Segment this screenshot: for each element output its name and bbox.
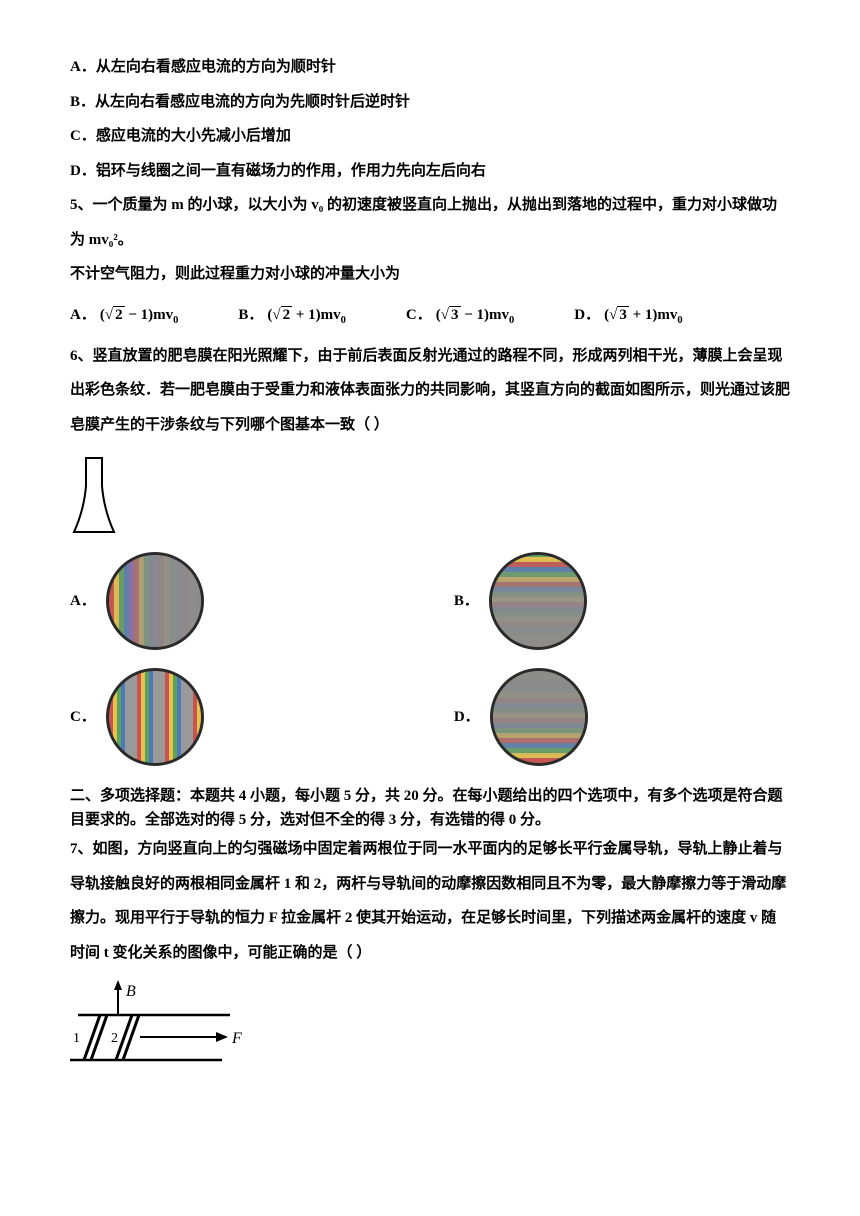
q6-image-d xyxy=(490,668,588,766)
q5-stem-line1: 5、一个质量为 m 的小球，以大小为 v₀ 的初速度被竖直向上抛出，从抛出到落地… xyxy=(70,188,790,257)
q6-label-c: C． xyxy=(70,700,96,735)
q5-opt-a-label: A． xyxy=(70,298,96,333)
bar-1-label: 1 xyxy=(73,1031,80,1046)
q7-diagram: B F 1 2 xyxy=(70,980,790,1094)
q5-opt-c-formula: (3 − 1)mv0 xyxy=(436,298,515,333)
q6-option-c: C． xyxy=(70,668,204,766)
q6-row-1: A． B． xyxy=(70,552,790,650)
q4-option-c: C．感应电流的大小先减小后增加 xyxy=(70,119,790,154)
q6-option-b: B． xyxy=(454,552,587,650)
q4-option-a: A．从左向右看感应电流的方向为顺时针 xyxy=(70,50,790,85)
q6-label-d: D． xyxy=(454,700,480,735)
q6-option-a: A． xyxy=(70,552,204,650)
q5-opt-b-formula: (2 + 1)mv0 xyxy=(267,298,346,333)
q4-option-b: B．从左向右看感应电流的方向为先顺时针后逆时针 xyxy=(70,85,790,120)
q6-image-c xyxy=(106,668,204,766)
q5-opt-a-formula: (2 − 1)mv0 xyxy=(100,298,179,333)
q6-image-a xyxy=(106,552,204,650)
q5-opt-c-label: C． xyxy=(406,298,432,333)
q6-label-a: A． xyxy=(70,584,96,619)
q5-option-d: D． (3 + 1)mv0 xyxy=(574,298,682,333)
q5-opt-b-label: B． xyxy=(238,298,263,333)
q6-option-d: D． xyxy=(454,668,588,766)
q5-option-a: A． (2 − 1)mv0 xyxy=(70,298,178,333)
q5-opt-d-formula: (3 + 1)mv0 xyxy=(604,298,683,333)
section-2-header: 二、多项选择题：本题共 4 小题，每小题 5 分，共 20 分。在每小题给出的四… xyxy=(70,784,790,832)
q6-cross-section-diagram xyxy=(70,456,790,534)
q4-option-d: D．铝环与线圈之间一直有磁场力的作用，作用力先向左后向右 xyxy=(70,154,790,189)
q5-stem-line2: 不计空气阻力，则此过程重力对小球的冲量大小为 xyxy=(70,257,790,292)
b-field-label: B xyxy=(126,983,136,1000)
q7-stem: 7、如图，方向竖直向上的匀强磁场中固定着两根位于同一水平面内的足够长平行金属导轨… xyxy=(70,832,790,970)
q6-stem: 6、竖直放置的肥皂膜在阳光照耀下，由于前后表面反射光通过的路程不同，形成两列相干… xyxy=(70,339,790,443)
q6-image-b xyxy=(489,552,587,650)
q6-row-2: C． D． xyxy=(70,668,790,766)
q5-options-row: A． (2 − 1)mv0 B． (2 + 1)mv0 C． (3 − 1)mv… xyxy=(70,298,790,333)
force-label: F xyxy=(231,1030,242,1047)
q6-label-b: B． xyxy=(454,584,479,619)
rail-diagram-svg: B F 1 2 xyxy=(70,980,260,1080)
q5-option-b: B． (2 + 1)mv0 xyxy=(238,298,346,333)
bar-2-label: 2 xyxy=(111,1031,118,1046)
q5-option-c: C． (3 − 1)mv0 xyxy=(406,298,514,333)
soap-shape-icon xyxy=(70,456,118,534)
q5-opt-d-label: D． xyxy=(574,298,600,333)
